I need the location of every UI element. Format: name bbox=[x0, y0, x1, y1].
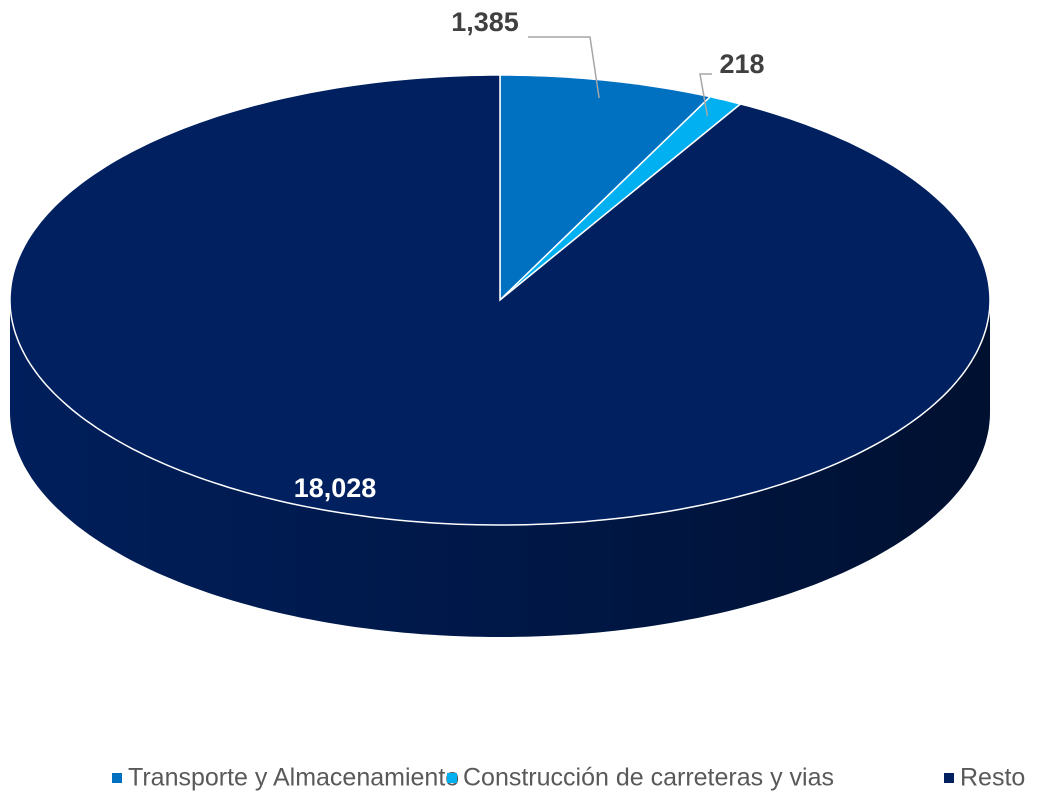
data-label: 18,028 bbox=[294, 473, 377, 503]
leader-line bbox=[699, 73, 712, 117]
legend-swatch bbox=[447, 773, 457, 783]
pie-slice bbox=[499, 74, 712, 302]
legend-swatch bbox=[944, 773, 954, 783]
legend-label: Construcción de carreteras y vias bbox=[463, 764, 834, 792]
pie: 1,385 218 18,028 bbox=[9, 7, 991, 637]
leader-line bbox=[528, 36, 600, 99]
legend: Transporte y Almacenamiento Construcción … bbox=[112, 764, 1025, 792]
legend-label: Resto bbox=[960, 764, 1025, 792]
pie-slice bbox=[9, 74, 991, 526]
pie-side-shade bbox=[10, 300, 990, 637]
legend-label: Transporte y Almacenamiento bbox=[128, 764, 459, 792]
legend-swatch bbox=[112, 773, 122, 783]
data-label: 218 bbox=[719, 49, 764, 79]
data-label: 1,385 bbox=[451, 7, 519, 37]
